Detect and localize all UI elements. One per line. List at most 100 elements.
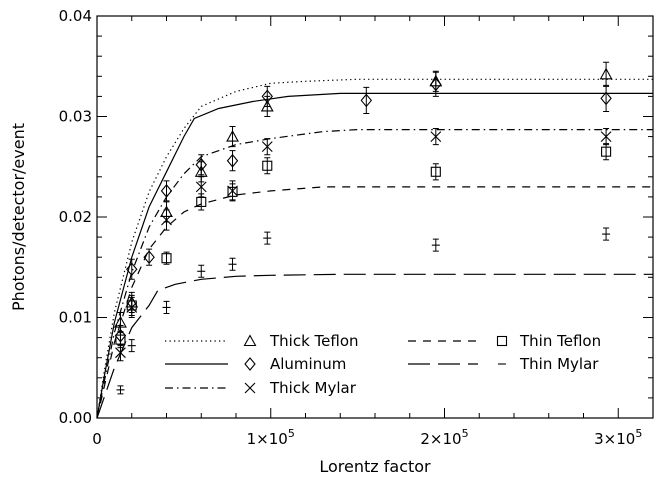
point-thick-teflon [226, 126, 239, 148]
marker-x [195, 181, 207, 193]
error-bar [603, 143, 610, 161]
curve-thick-teflon [96, 78, 653, 419]
marker-square [161, 253, 172, 264]
marker-square [196, 196, 207, 207]
error-bar [198, 154, 205, 176]
y-tick-label: 0.02 [59, 208, 92, 226]
point-thin-mylar [162, 300, 171, 314]
legend-entry-aluminum: Aluminum [165, 355, 346, 373]
point-thin-mylar [197, 264, 206, 278]
point-aluminum [126, 258, 138, 280]
error-bar [229, 183, 236, 201]
fit-curves [96, 78, 653, 419]
curve-thin-teflon [96, 186, 653, 419]
marker-triangle [599, 67, 613, 80]
point-aluminum [143, 248, 155, 266]
marker-square [126, 300, 137, 311]
error-bar [229, 126, 236, 148]
error-bar [198, 193, 205, 211]
marker-diamond [126, 262, 138, 277]
legend: Thick Teflon Aluminum Thick Mylar Thin Tefl… [165, 332, 601, 397]
marker-diamond [600, 91, 612, 106]
legend-label: Thick Mylar [269, 379, 357, 397]
point-thin-mylar [431, 238, 440, 252]
legend-label: Aluminum [270, 355, 346, 373]
tick-labels: 0 1×105 2×105 3×105 0.00 0.01 0.02 0.03 0.04 [59, 7, 643, 448]
axis-ticks [96, 15, 654, 419]
x-tick-label: 3×105 [594, 427, 642, 448]
legend-marker [243, 334, 257, 347]
error-bar [128, 294, 135, 316]
marker-x [115, 347, 126, 359]
y-axis-label: Photons/detector/event [9, 123, 28, 311]
curve-thin-mylar [96, 273, 653, 419]
error-bar [432, 71, 439, 97]
marker-triangle [226, 129, 239, 142]
y-tick-label: 0.04 [59, 7, 92, 25]
marker-diamond [261, 89, 273, 104]
legend-marker [244, 382, 256, 394]
legend-entry-thin-teflon: Thin Teflon [408, 332, 601, 350]
x-axis-label: Lorentz factor [319, 457, 431, 476]
marker-diamond [226, 153, 239, 168]
point-aluminum [226, 150, 239, 172]
point-aluminum [360, 86, 373, 114]
marker-square [430, 166, 441, 177]
marker-x [430, 131, 442, 142]
point-thin-mylar [228, 257, 237, 271]
x-tick-label: 0 [92, 430, 102, 448]
y-tick-label: 0.01 [59, 309, 92, 327]
point-aluminum [600, 84, 612, 112]
point-thick-teflon [599, 61, 613, 87]
point-thick-mylar [161, 209, 172, 231]
point-thick-mylar [600, 128, 612, 146]
marker-triangle [194, 165, 208, 177]
x-tick-label: 2×105 [420, 427, 468, 448]
error-bar [432, 163, 439, 181]
marker-square [115, 334, 126, 345]
error-bar [229, 150, 236, 172]
data-points [114, 61, 613, 395]
error-bar [603, 61, 610, 87]
marker-x [600, 131, 612, 142]
marker-diamond [360, 93, 373, 108]
error-bar [117, 331, 124, 349]
marker-square [601, 146, 612, 157]
point-thin-teflon [196, 193, 207, 211]
y-tick-label: 0.03 [59, 108, 92, 126]
legend-entry-thick-mylar: Thick Mylar [165, 379, 357, 397]
point-thin-mylar [127, 339, 136, 353]
marker-square [227, 186, 238, 197]
point-thin-teflon [126, 294, 137, 316]
error-bar [264, 157, 271, 175]
legend-label: Thick Teflon [269, 332, 359, 350]
point-thin-mylar [116, 385, 125, 395]
legend-marker [496, 335, 508, 347]
point-thin-teflon [227, 183, 238, 201]
point-aluminum [195, 154, 207, 176]
legend-marker [244, 357, 256, 371]
point-thin-teflon [430, 163, 441, 181]
x-tick-label: 1×105 [247, 427, 295, 448]
legend-label: Thin Teflon [519, 332, 601, 350]
point-aluminum [261, 85, 273, 107]
marker-diamond [160, 184, 173, 198]
y-tick-label: 0.00 [59, 409, 92, 427]
error-bar [363, 86, 370, 114]
point-aluminum [160, 180, 173, 202]
marker-diamond [195, 157, 207, 172]
point-thick-mylar [430, 128, 442, 146]
marker-diamond [143, 250, 155, 265]
marker-x [261, 141, 273, 153]
point-thick-mylar [261, 138, 273, 156]
point-thin-teflon [262, 157, 273, 175]
legend-label: Thin Mylar [519, 355, 599, 373]
marker-square [262, 160, 273, 171]
point-thin-teflon [161, 251, 172, 265]
error-bar [128, 258, 135, 280]
point-thin-mylar [263, 231, 272, 245]
marker-x [161, 214, 172, 226]
curve-aluminum [96, 92, 653, 419]
point-aluminum [430, 71, 442, 97]
